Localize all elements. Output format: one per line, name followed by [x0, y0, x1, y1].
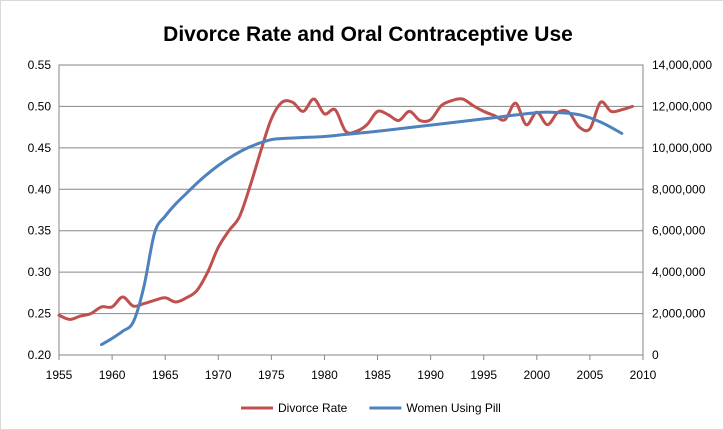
right-axis-tick-label: 0 [652, 348, 659, 362]
x-axis-tick-label: 1985 [364, 368, 391, 382]
right-axis-tick-label: 6,000,000 [652, 224, 706, 238]
left-axis-tick-label: 0.30 [28, 265, 52, 279]
x-axis-tick-label: 1960 [99, 368, 126, 382]
x-axis-tick-label: 1975 [258, 368, 285, 382]
right-axis-tick-label: 4,000,000 [652, 265, 706, 279]
left-axis-tick-label: 0.20 [28, 348, 52, 362]
x-axis-tick-label: 2005 [577, 368, 604, 382]
left-axis-tick-label: 0.50 [28, 99, 52, 113]
right-axis-tick-label: 2,000,000 [652, 307, 706, 321]
left-axis-ticks: 0.20 0.25 0.30 0.35 0.40 0.45 0.50 0.55 [28, 58, 52, 362]
x-axis-tick-label: 2000 [523, 368, 550, 382]
left-axis-tick-label: 0.35 [28, 224, 52, 238]
x-axis-tick-label: 1995 [470, 368, 497, 382]
left-axis-tick-label: 0.55 [28, 58, 52, 72]
series-line-women-using-pill [100, 110, 624, 347]
right-axis-ticks: 0 2,000,000 4,000,000 6,000,000 8,000,000 10,… [652, 58, 712, 362]
right-axis-tick-label: 8,000,000 [652, 182, 706, 196]
x-axis-tick-label: 2010 [630, 368, 657, 382]
right-axis-tick-label: 10,000,000 [652, 141, 712, 155]
left-axis-tick-label: 0.40 [28, 182, 52, 196]
plot-area [58, 64, 644, 356]
right-axis-tick-label: 14,000,000 [652, 58, 712, 72]
right-axis-tick-label: 12,000,000 [652, 99, 712, 113]
legend: Divorce Rate Women Using Pill [241, 401, 501, 415]
x-axis-tick-label: 1955 [46, 368, 73, 382]
left-axis-tick-label: 0.45 [28, 141, 52, 155]
x-axis-tick-label: 1970 [205, 368, 232, 382]
grid-lines [59, 105, 643, 315]
x-axis-tick-label: 1965 [152, 368, 179, 382]
chart-title: Divorce Rate and Oral Contraceptive Use [163, 23, 573, 46]
series-lines [57, 97, 634, 347]
x-axis-ticks: 1955 1960 1965 1970 1975 1980 1985 1990 1995 2000… [46, 355, 657, 382]
legend-label-divorce-rate: Divorce Rate [278, 401, 348, 415]
x-axis-tick-label: 1980 [311, 368, 338, 382]
legend-label-women-using-pill: Women Using Pill [406, 401, 500, 415]
left-axis-tick-label: 0.25 [28, 307, 52, 321]
x-axis-tick-label: 1990 [417, 368, 444, 382]
